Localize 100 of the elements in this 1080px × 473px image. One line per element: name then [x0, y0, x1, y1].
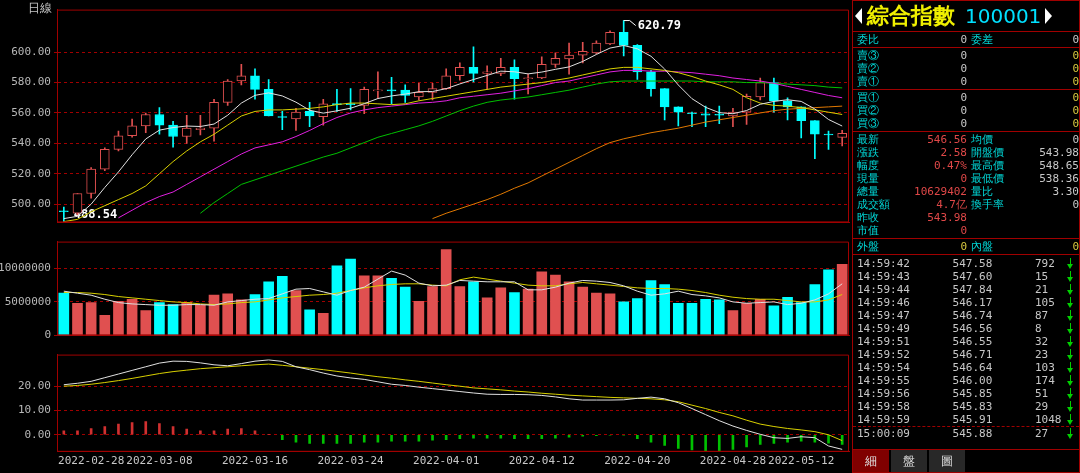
- bar: [195, 304, 206, 336]
- text: 現量 0 最低價 538.36: [857, 172, 1079, 185]
- text: 賣② 0 0: [857, 62, 1079, 75]
- bar: [823, 269, 834, 336]
- text: 成交額 4.7亿 換手率 0: [857, 198, 1079, 211]
- bar: [304, 309, 315, 336]
- bar: [745, 434, 748, 448]
- bar: [636, 434, 639, 440]
- bar: [199, 430, 202, 435]
- text: 14:59:46 546.17 105: [857, 296, 1056, 309]
- bar: [454, 286, 466, 336]
- bar: [795, 302, 807, 336]
- bar: [99, 314, 111, 336]
- text: 幅度 0.47% 最高價 548.65: [857, 159, 1079, 172]
- text: 14:59:43 547.60 15: [857, 270, 1050, 283]
- text: 買① 0 0: [857, 91, 1079, 104]
- candlestick: [59, 206, 69, 222]
- bar: [431, 434, 434, 441]
- y-tick-label: 520.00: [11, 166, 51, 180]
- bar: [317, 312, 329, 336]
- bar: [604, 293, 616, 336]
- bar: [836, 264, 848, 336]
- bar: [495, 287, 507, 336]
- candlestick: [482, 65, 492, 90]
- bar: [76, 430, 79, 435]
- bar: [782, 296, 793, 336]
- y-tick-label: 5000000: [4, 294, 51, 308]
- bar: [362, 434, 366, 443]
- bar: [263, 281, 274, 336]
- bar: [236, 299, 247, 336]
- bar: [741, 302, 752, 336]
- bar: [663, 434, 666, 446]
- bar: [158, 423, 161, 435]
- bar: [700, 298, 711, 336]
- bar: [550, 274, 561, 336]
- bar: [618, 301, 630, 336]
- bar: [468, 281, 479, 336]
- y-tick-label: 540.00: [11, 136, 51, 150]
- text: 圖: [929, 450, 965, 472]
- bar: [659, 284, 670, 336]
- text: 外盤 0 內盤 0: [857, 240, 1079, 253]
- bar: [758, 434, 762, 445]
- bar: [591, 292, 602, 336]
- text: 14:59:59 545.91 1048: [857, 413, 1063, 426]
- bar: [540, 434, 544, 440]
- bar: [427, 286, 438, 336]
- candlestick: [687, 111, 697, 127]
- bar: [226, 428, 230, 435]
- bar: [154, 302, 165, 336]
- bar: [222, 293, 234, 336]
- bar: [754, 298, 766, 336]
- text: 14:59:55 546.00 174: [857, 374, 1056, 387]
- bar: [509, 292, 520, 336]
- text: 市值 0: [857, 224, 967, 237]
- text: 14:59:44 547.84 21: [857, 283, 1050, 296]
- bar: [403, 434, 407, 442]
- y-tick-label: 580.00: [11, 75, 51, 89]
- bar: [140, 310, 152, 336]
- bar: [727, 310, 739, 336]
- bar: [632, 298, 643, 336]
- y-tick-label: 500.00: [11, 197, 51, 211]
- bar: [345, 258, 356, 336]
- bar: [321, 434, 325, 444]
- text: 最新 546.56 均價 0: [857, 133, 1079, 146]
- bar: [672, 302, 684, 336]
- text: 14:59:42 547.58 792: [857, 257, 1056, 270]
- y-tick-label: 10000000: [0, 261, 51, 275]
- x-tick-label: 2022-04-28: [699, 454, 767, 468]
- x-tick-label: 2022-05-12: [768, 454, 835, 468]
- text: 14:59:47 546.74 87: [857, 309, 1050, 322]
- bar: [717, 434, 721, 452]
- bar: [85, 302, 97, 336]
- candlestick: [373, 71, 383, 99]
- bar: [390, 434, 393, 442]
- bar: [577, 286, 589, 336]
- bar: [185, 428, 189, 435]
- bar: [280, 434, 284, 440]
- bar: [103, 426, 107, 435]
- bar: [554, 434, 557, 439]
- bar: [827, 434, 830, 444]
- y-tick-label: 20.00: [17, 379, 51, 393]
- x-tick-label: 2022-04-20: [604, 454, 671, 468]
- bar: [58, 292, 70, 336]
- text: 盤: [891, 450, 927, 472]
- bar: [413, 300, 425, 336]
- bar: [349, 434, 352, 444]
- annotation: 620.79: [637, 17, 682, 32]
- text: 細: [853, 450, 889, 472]
- text: 綜合指數: [867, 2, 955, 30]
- bar: [308, 434, 311, 444]
- candlestick: [714, 105, 725, 124]
- x-tick-label: 2022-03-24: [317, 454, 385, 468]
- bar: [444, 434, 448, 440]
- text: 14:59:56 545.85 51: [857, 387, 1050, 400]
- y-tick-label: 0: [44, 328, 51, 342]
- x-tick-label: 2022-04-12: [508, 454, 575, 468]
- bar: [144, 421, 148, 435]
- bar: [499, 434, 503, 439]
- text: 100001: [965, 4, 1042, 28]
- bar: [840, 434, 844, 445]
